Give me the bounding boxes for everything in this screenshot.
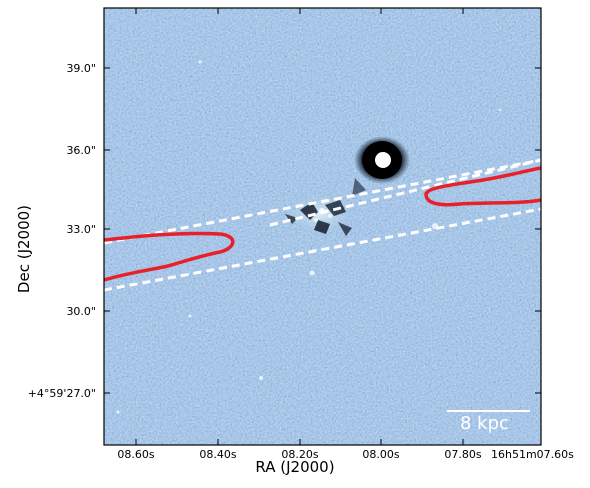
y-tick-label: +4°59'27.0" (27, 387, 96, 400)
x-axis-label: RA (J2000) (255, 458, 335, 476)
left-contour (104, 231, 235, 282)
cone-lines (104, 158, 541, 292)
y-axis-label: Dec (J2000) (15, 204, 33, 294)
x-tick-label: 07.80s (444, 448, 482, 461)
x-tick-label: 08.40s (199, 448, 237, 461)
x-tick-label: 16h51m07.60s (491, 448, 574, 461)
y-tick-label: 30.0" (66, 305, 96, 318)
tick-marks (104, 8, 542, 445)
axes-frame (103, 7, 542, 446)
x-tick-label: 08.60s (117, 448, 155, 461)
bright-star (354, 136, 410, 184)
x-tick-label: 08.20s (281, 448, 319, 461)
y-tick-label: 33.0" (66, 223, 96, 236)
right-contour (424, 166, 541, 207)
y-tick-label: 39.0" (66, 62, 96, 75)
y-tick-label: 36.0" (66, 144, 96, 157)
red-contours (104, 166, 541, 282)
x-tick-label: 08.00s (362, 448, 400, 461)
scale-bar-label: 8 kpc (460, 413, 509, 434)
